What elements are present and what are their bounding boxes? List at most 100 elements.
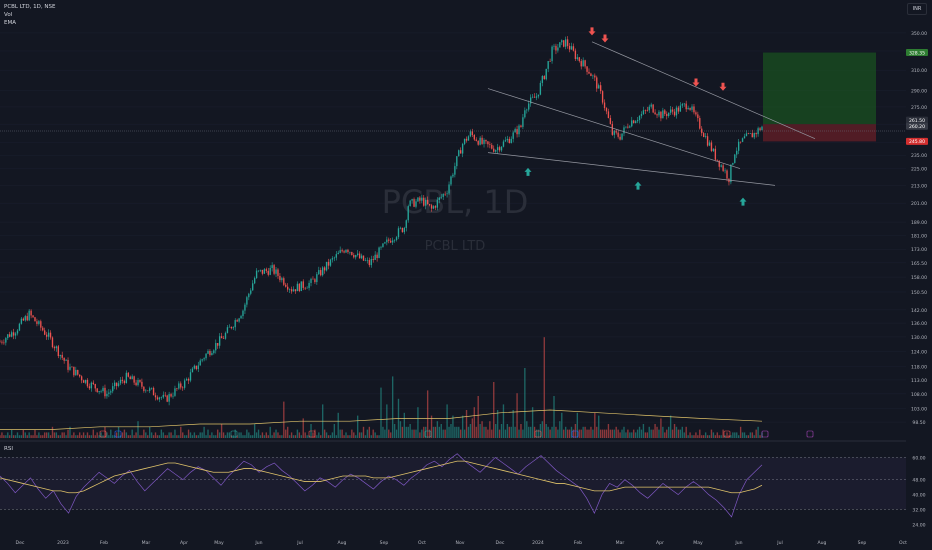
volume-bar: [259, 435, 262, 438]
rsi-label[interactable]: RSI: [4, 446, 13, 452]
candle-body: [403, 227, 406, 233]
time-tick-label: May: [214, 540, 224, 546]
legend-symbol[interactable]: PCBL LTD, 1D, NSE: [4, 4, 56, 10]
candle-body: [164, 394, 166, 396]
candle-body: [355, 255, 357, 258]
candle-body: [428, 204, 431, 206]
candle-body: [646, 110, 648, 111]
volume-bar: [448, 426, 450, 438]
volume-bar: [232, 435, 234, 438]
time-tick-label: Aug: [818, 540, 827, 546]
rsi-tick-label: 32.00: [912, 507, 925, 513]
event-marker: [534, 430, 542, 438]
volume-bar: [522, 429, 524, 438]
rsi-pane: 60.00 48.00 40.00 32.00 24.00: [0, 453, 926, 528]
candle-body: [152, 387, 155, 396]
price-badge-label: 328.35: [909, 50, 925, 56]
candle-body: [248, 293, 250, 298]
volume-bar: [736, 432, 738, 438]
volume-bar: [55, 432, 58, 438]
candle-body: [131, 376, 133, 380]
legend: PCBL LTD, 1D, NSE Vol EMA: [4, 3, 55, 27]
volume-bar: [679, 429, 682, 438]
volume-bar: [158, 435, 161, 438]
currency-button[interactable]: INR: [907, 3, 927, 15]
candle-body: [102, 387, 104, 392]
volume-bar: [403, 412, 406, 438]
candle-body: [584, 60, 586, 67]
candle-body: [327, 261, 330, 266]
volume-bar: [7, 432, 9, 438]
volume-bar: [38, 432, 40, 438]
candle-body: [34, 317, 36, 322]
volume-bar: [477, 396, 479, 438]
candle-body: [662, 110, 664, 119]
legend-ema[interactable]: EMA: [4, 20, 16, 26]
candle-body: [341, 250, 343, 252]
trendline: [487, 152, 776, 186]
volume-bar: [356, 415, 359, 438]
trendlines[interactable]: [487, 41, 816, 186]
volume-bar: [545, 424, 547, 438]
volume-bar: [426, 390, 429, 438]
legend-vol[interactable]: Vol: [4, 12, 13, 18]
volume-bar: [444, 429, 446, 438]
candle-body: [172, 395, 174, 397]
volume-bar: [555, 426, 557, 438]
volume-bar: [304, 432, 306, 438]
volume-bar: [3, 435, 5, 438]
volume-bar: [294, 435, 297, 438]
candle-body: [386, 239, 388, 243]
candle-body: [413, 199, 415, 207]
candle-body: [358, 253, 361, 259]
candle-body: [376, 254, 378, 258]
volume-bar: [415, 429, 417, 438]
volume-bar: [185, 435, 188, 438]
volume-bar: [143, 429, 145, 438]
candle-body: [393, 239, 396, 241]
candle-body: [444, 193, 446, 195]
volume-bar: [677, 429, 680, 438]
down-arrow-icon: [601, 34, 609, 43]
target-zone: [763, 52, 876, 125]
candle-body: [18, 323, 21, 331]
volume-bar: [413, 429, 415, 438]
candle-body: [675, 107, 678, 116]
candle-body: [648, 106, 650, 111]
candle-body: [162, 394, 164, 398]
volume-bar: [524, 368, 526, 438]
volume-bar: [697, 435, 699, 438]
volume-bar: [500, 424, 503, 438]
volume-bar: [82, 432, 85, 438]
volume-bar: [164, 435, 166, 438]
volume-bar: [349, 435, 351, 438]
candle-body: [557, 47, 559, 51]
volume-bar: [689, 432, 691, 438]
time-axis[interactable]: Dec 2023 Feb Mar Apr May Jun Jul Aug Sep Oct Nov Dec…: [16, 540, 908, 546]
volume-bar: [568, 429, 571, 438]
volume-bar: [703, 435, 705, 438]
volume-bar: [553, 396, 555, 438]
volume-bar: [281, 435, 283, 438]
position-zones[interactable]: [763, 52, 876, 142]
candle-body: [454, 166, 456, 175]
volume-bar: [242, 435, 244, 438]
volume-bar: [493, 382, 495, 438]
time-tick-label: Mar: [142, 540, 151, 546]
candle-body: [178, 383, 180, 389]
volume-bar: [446, 404, 448, 438]
volume-bar: [201, 432, 203, 438]
candle-body: [166, 395, 168, 402]
volume-bar: [442, 429, 444, 438]
volume-bar: [671, 429, 674, 438]
volume-bar: [147, 435, 149, 438]
volume-ema-line: [0, 409, 763, 430]
candle-body: [360, 255, 363, 259]
candle-body: [685, 103, 687, 110]
candle-body: [553, 45, 555, 47]
volume-bar: [26, 435, 28, 438]
candle-body: [512, 132, 514, 139]
volume-bar: [636, 429, 639, 438]
candle-body: [640, 114, 643, 116]
